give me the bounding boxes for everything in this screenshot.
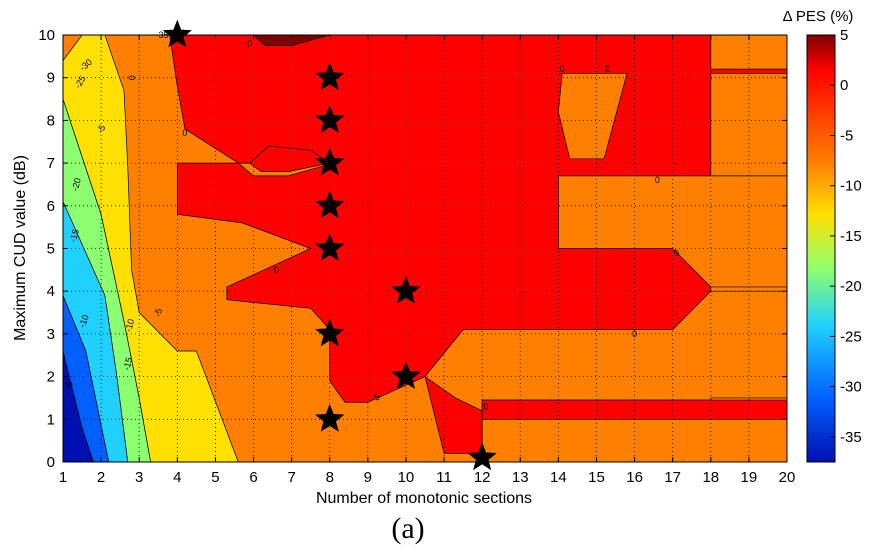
colorbar-tick-label: -5 xyxy=(840,127,853,144)
x-tick-label: 7 xyxy=(287,469,295,486)
colorbar-tick-label: -10 xyxy=(840,178,862,195)
colorbar-title: Δ PES (%) xyxy=(783,8,854,25)
x-tick-label: 12 xyxy=(474,469,491,486)
star-marker xyxy=(162,19,192,48)
contour-label: -5 xyxy=(369,392,381,405)
x-tick-label: 19 xyxy=(741,469,758,486)
x-tick-label: 3 xyxy=(135,469,143,486)
star-marker xyxy=(391,361,421,390)
colorbar: Δ PES (%) 5 0 -5 -10 -15 -20 -25 -30 -35 xyxy=(783,8,862,463)
contour-label: 0 xyxy=(655,175,660,185)
y-tick-label: 2 xyxy=(47,369,55,386)
y-tick-label: 0 xyxy=(47,454,55,471)
colorbar-tick-label: 5 xyxy=(840,27,848,44)
contour-label: -15 xyxy=(68,228,81,243)
y-axis-label: Maximum CUD value (dB) xyxy=(12,155,29,341)
x-tick-label: 17 xyxy=(664,469,681,486)
contour-region-detail xyxy=(481,399,787,420)
x-axis-ticks: 1 2 3 4 5 6 7 8 9 10 11 12 13 14 15 16 17 18 19 20 xyxy=(59,35,796,486)
x-tick-label: 9 xyxy=(364,469,372,486)
y-tick-label: 7 xyxy=(47,155,55,172)
star-marker xyxy=(315,62,345,91)
x-tick-label: 8 xyxy=(326,469,334,486)
contour-label: 0 xyxy=(247,39,252,49)
colorbar-tick-label: -15 xyxy=(840,228,862,245)
y-tick-label: 10 xyxy=(38,27,55,44)
colorbar-tick-label: 0 xyxy=(840,77,848,94)
colorbar-tick-label: -30 xyxy=(840,379,862,396)
star-marker xyxy=(467,442,497,471)
contour-label: 0 xyxy=(672,247,681,258)
star-marker xyxy=(315,190,345,219)
x-tick-label: 4 xyxy=(173,469,181,486)
colorbar-gradient xyxy=(806,34,836,463)
x-axis-label: Number of monotonic sections xyxy=(316,490,532,507)
star-marker xyxy=(315,233,345,261)
y-tick-label: 3 xyxy=(47,326,55,343)
y-tick-label: 5 xyxy=(47,241,55,258)
star-marker xyxy=(391,275,421,304)
contour-label: -15 xyxy=(121,356,134,371)
contour-label: 0 xyxy=(127,75,137,80)
plot-area xyxy=(63,35,787,462)
colorbar-tick-label: -20 xyxy=(840,278,862,295)
x-tick-label: 14 xyxy=(550,469,567,486)
colorbar-tick-label: -25 xyxy=(840,328,862,345)
contour-region-level xyxy=(63,35,239,462)
x-tick-label: 10 xyxy=(398,469,415,486)
star-marker xyxy=(315,403,345,432)
x-tick-label: 20 xyxy=(779,469,796,486)
x-tick-label: 6 xyxy=(249,469,257,486)
contour-label: 0 xyxy=(272,264,280,275)
x-tick-label: 18 xyxy=(702,469,719,486)
contour-label: -5 xyxy=(152,307,164,317)
star-markers xyxy=(162,19,497,471)
contour-label: 0 xyxy=(483,401,488,411)
y-axis-ticks: 0 1 2 3 4 5 6 7 8 9 10 xyxy=(38,27,787,471)
contour-region-detail xyxy=(710,35,787,70)
contour-label: -35 xyxy=(156,30,169,40)
x-tick-label: 1 xyxy=(59,469,67,486)
colorbar-ticks: 5 0 -5 -10 -15 -20 -25 -30 -35 xyxy=(830,27,862,446)
y-tick-label: 4 xyxy=(47,283,55,300)
contour-label: 0 xyxy=(632,329,637,339)
contour-label: 0 xyxy=(560,64,565,74)
x-tick-label: 16 xyxy=(626,469,643,486)
x-tick-label: 2 xyxy=(97,469,105,486)
contour-label: -5 xyxy=(95,123,108,135)
x-tick-label: 13 xyxy=(512,469,529,486)
contour-region-detail xyxy=(253,35,330,47)
star-marker xyxy=(315,147,345,176)
contour-label: 0 xyxy=(182,128,187,138)
x-tick-label: 5 xyxy=(211,469,219,486)
x-tick-label: 15 xyxy=(588,469,605,486)
star-marker xyxy=(315,318,345,347)
x-tick-label: 11 xyxy=(436,469,452,486)
grid-lines xyxy=(63,35,787,462)
contour-region-level xyxy=(63,295,110,462)
y-tick-label: 8 xyxy=(47,112,55,129)
contour-label: -10 xyxy=(77,313,91,329)
star-marker xyxy=(315,105,345,133)
y-tick-label: 1 xyxy=(47,411,55,428)
y-tick-label: 6 xyxy=(47,198,55,215)
contour-label: -20 xyxy=(70,177,83,192)
colorbar-tick-label: -35 xyxy=(840,429,862,446)
contour-region-detail xyxy=(558,73,628,160)
contour-label: -10 xyxy=(123,318,136,333)
figure-caption: (a) xyxy=(391,512,424,545)
contour-label: -5 xyxy=(62,379,75,391)
contour-label: 0 xyxy=(605,64,610,74)
y-tick-label: 9 xyxy=(47,70,55,87)
